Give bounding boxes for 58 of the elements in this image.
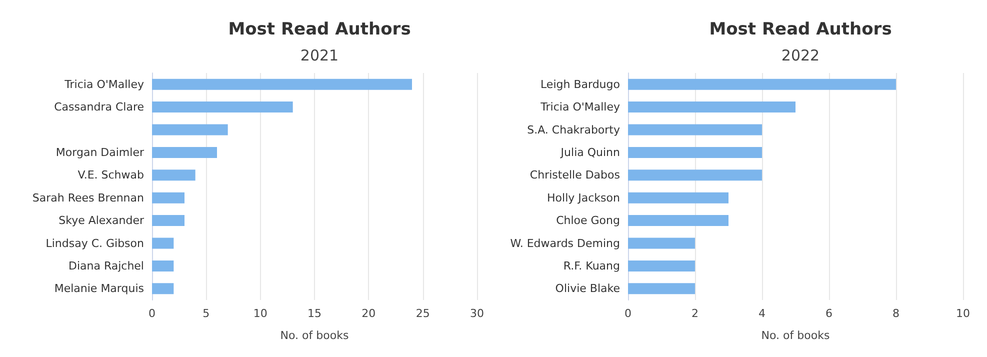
chart-subtitle: 2021 — [300, 46, 339, 64]
bar — [152, 102, 293, 113]
x-tick-label: 25 — [416, 307, 430, 320]
x-tick-label: 4 — [758, 307, 766, 320]
bar — [628, 146, 762, 158]
y-tick-label: Melanie Marquis — [54, 282, 144, 296]
y-tick-label: S.A. Chakraborty — [527, 123, 620, 136]
x-tick-label: 2 — [692, 307, 698, 320]
bar — [152, 260, 174, 272]
bar — [152, 215, 184, 226]
y-tick-label: Olivie Blake — [555, 282, 620, 296]
x-tick-label: 0 — [148, 307, 156, 320]
bar — [152, 78, 412, 90]
bar — [628, 215, 728, 226]
y-tick-label: Leigh Bardugo — [540, 78, 620, 91]
y-tick-label: V.E. Schwab — [78, 168, 144, 182]
y-tick-label: W. Edwards Deming — [510, 236, 620, 250]
x-axis-title: No. of books — [280, 329, 349, 342]
x-tick-label: 0 — [624, 307, 632, 320]
bar — [628, 192, 728, 204]
chart-title: Most Read Authors — [709, 20, 892, 40]
y-tick-label: Holly Jackson — [547, 191, 620, 204]
y-tick-label: Lindsay C. Gibson — [46, 236, 144, 250]
bar — [628, 124, 762, 136]
y-tick-label: Chloe Gong — [556, 214, 620, 228]
y-tick-label: Tricia O'Malley — [540, 100, 620, 114]
y-tick-label: R.F. Kuang — [563, 259, 620, 272]
bar — [628, 260, 695, 272]
x-tick-label: 30 — [470, 307, 484, 320]
x-tick-label: 15 — [308, 307, 322, 320]
bar — [152, 283, 174, 294]
bar — [628, 170, 762, 181]
bar — [152, 238, 174, 249]
x-tick-label: 10 — [253, 307, 268, 320]
chart-subtitle: 2022 — [781, 46, 820, 64]
bar — [152, 192, 184, 204]
bar — [628, 283, 695, 294]
x-tick-label: 5 — [202, 307, 210, 320]
chart-title: Most Read Authors — [228, 20, 411, 40]
y-tick-label: Skye Alexander — [58, 214, 144, 228]
bar — [628, 78, 896, 90]
y-tick-label: Cassandra Clare — [54, 100, 144, 114]
y-tick-label: Morgan Daimler — [56, 146, 144, 159]
bar — [628, 238, 695, 249]
x-tick-label: 8 — [892, 307, 900, 320]
x-tick-label: 20 — [362, 307, 376, 320]
bar — [152, 170, 196, 181]
x-tick-label: 6 — [826, 307, 832, 320]
x-tick-label: 10 — [956, 307, 970, 320]
bar — [152, 146, 217, 158]
y-tick-label: Tricia O'Malley — [64, 78, 144, 91]
x-axis-title: No. of books — [761, 329, 830, 342]
bar — [628, 102, 796, 113]
bar — [152, 124, 228, 136]
y-tick-label: Julia Quinn — [560, 146, 620, 159]
y-tick-label: Christelle Dabos — [530, 168, 620, 182]
y-tick-label: Diana Rajchel — [68, 259, 144, 272]
y-tick-label: Sarah Rees Brennan — [32, 191, 144, 204]
